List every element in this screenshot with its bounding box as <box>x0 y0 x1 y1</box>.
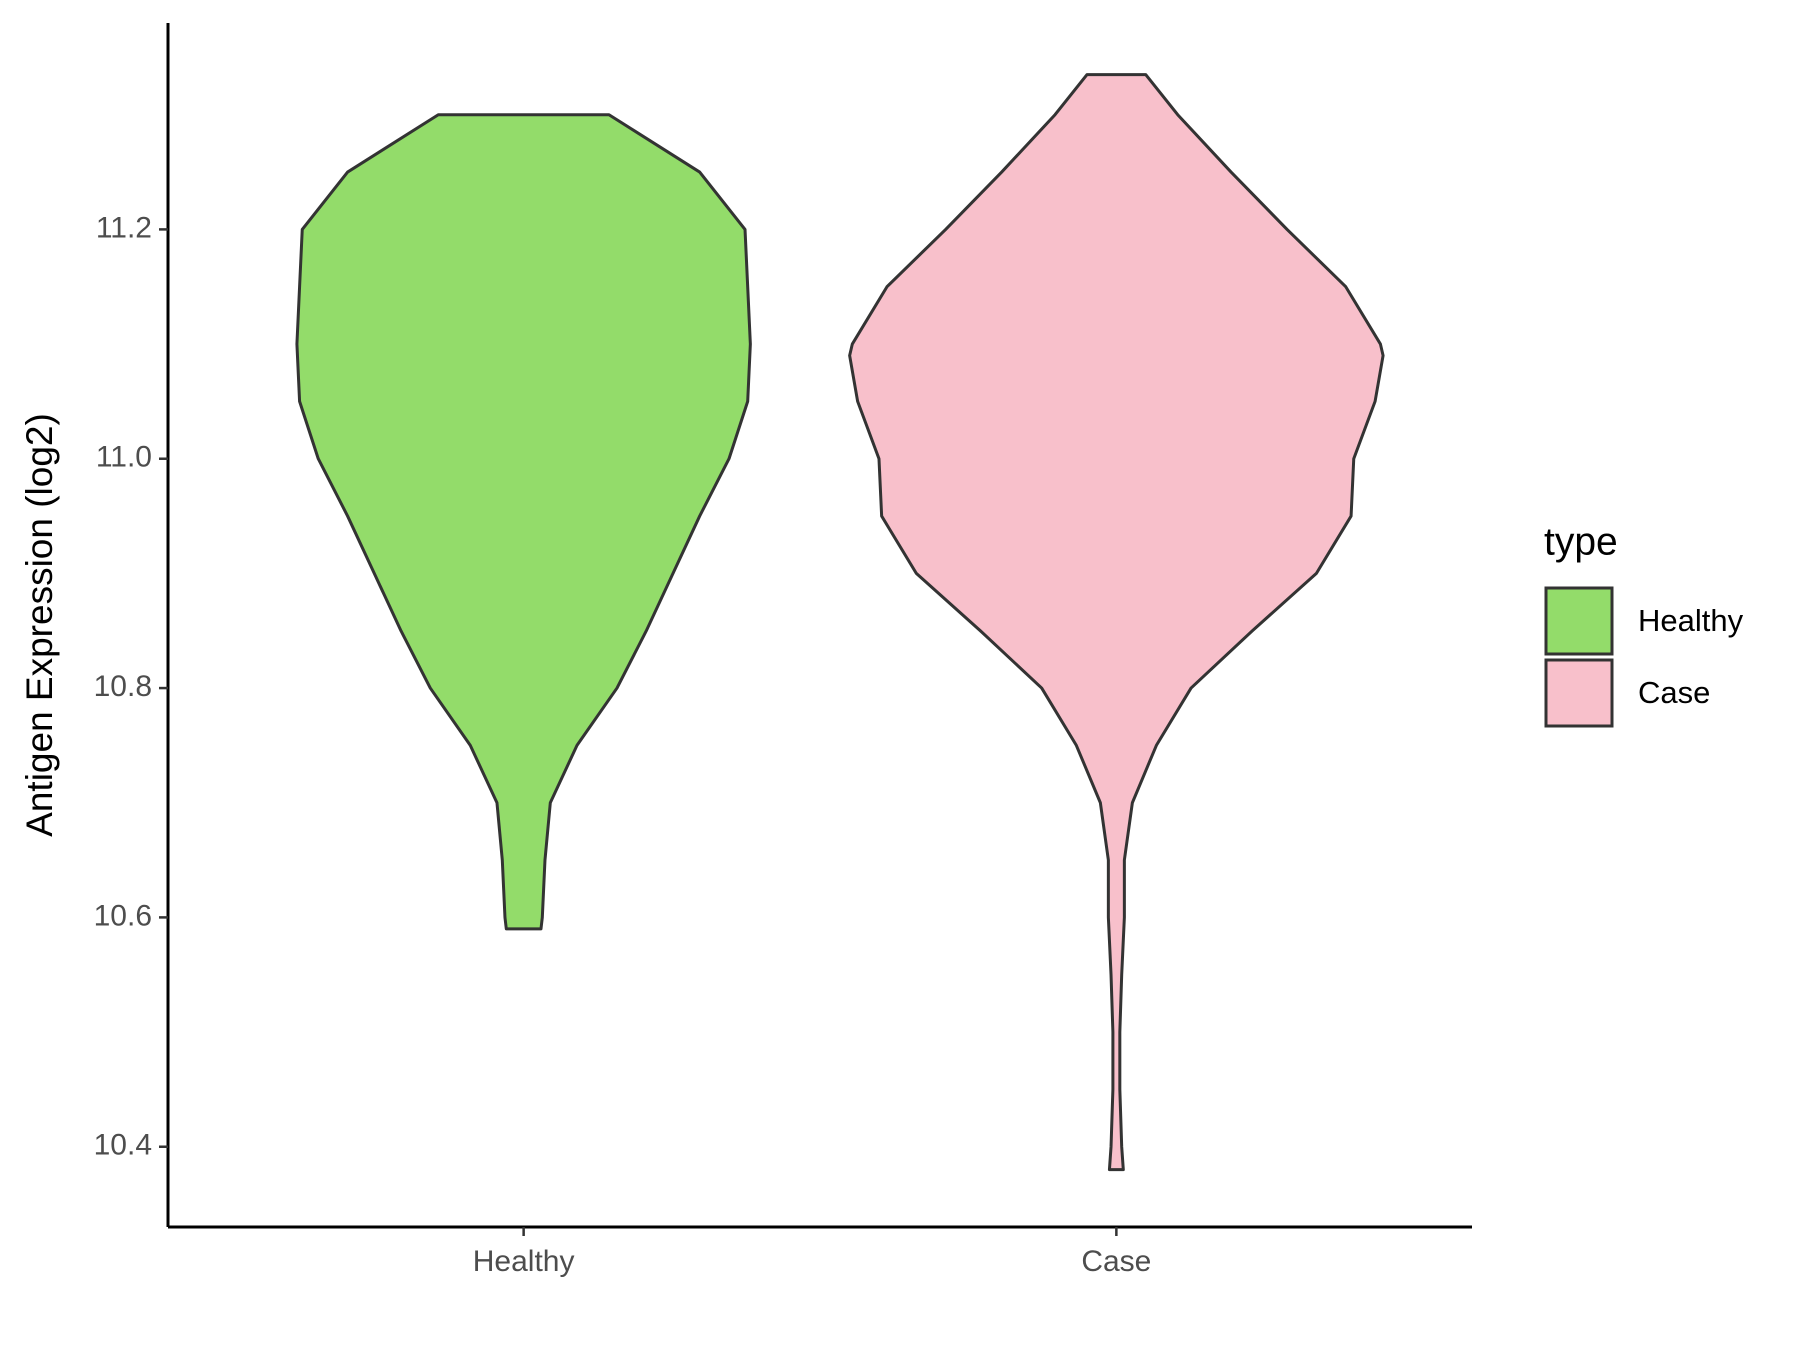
violin-body <box>848 73 1385 1172</box>
violin-body <box>295 113 752 931</box>
y-tick-label: 10.8 <box>94 670 152 703</box>
legend-label: Healthy <box>1638 603 1744 638</box>
y-tick-label: 10.4 <box>94 1129 152 1162</box>
legend-title: type <box>1544 520 1618 563</box>
legend-key <box>1544 586 1614 656</box>
x-tick-label: Case <box>1081 1245 1151 1278</box>
x-tick-label: Healthy <box>473 1245 575 1278</box>
y-tick-label: 11.2 <box>96 211 152 244</box>
y-axis-title: Antigen Expression (log2) <box>19 413 60 837</box>
y-tick-label: 11.0 <box>96 441 152 474</box>
legend-label: Case <box>1638 675 1710 710</box>
legend-key <box>1544 658 1614 728</box>
y-tick-label: 10.6 <box>94 899 152 932</box>
